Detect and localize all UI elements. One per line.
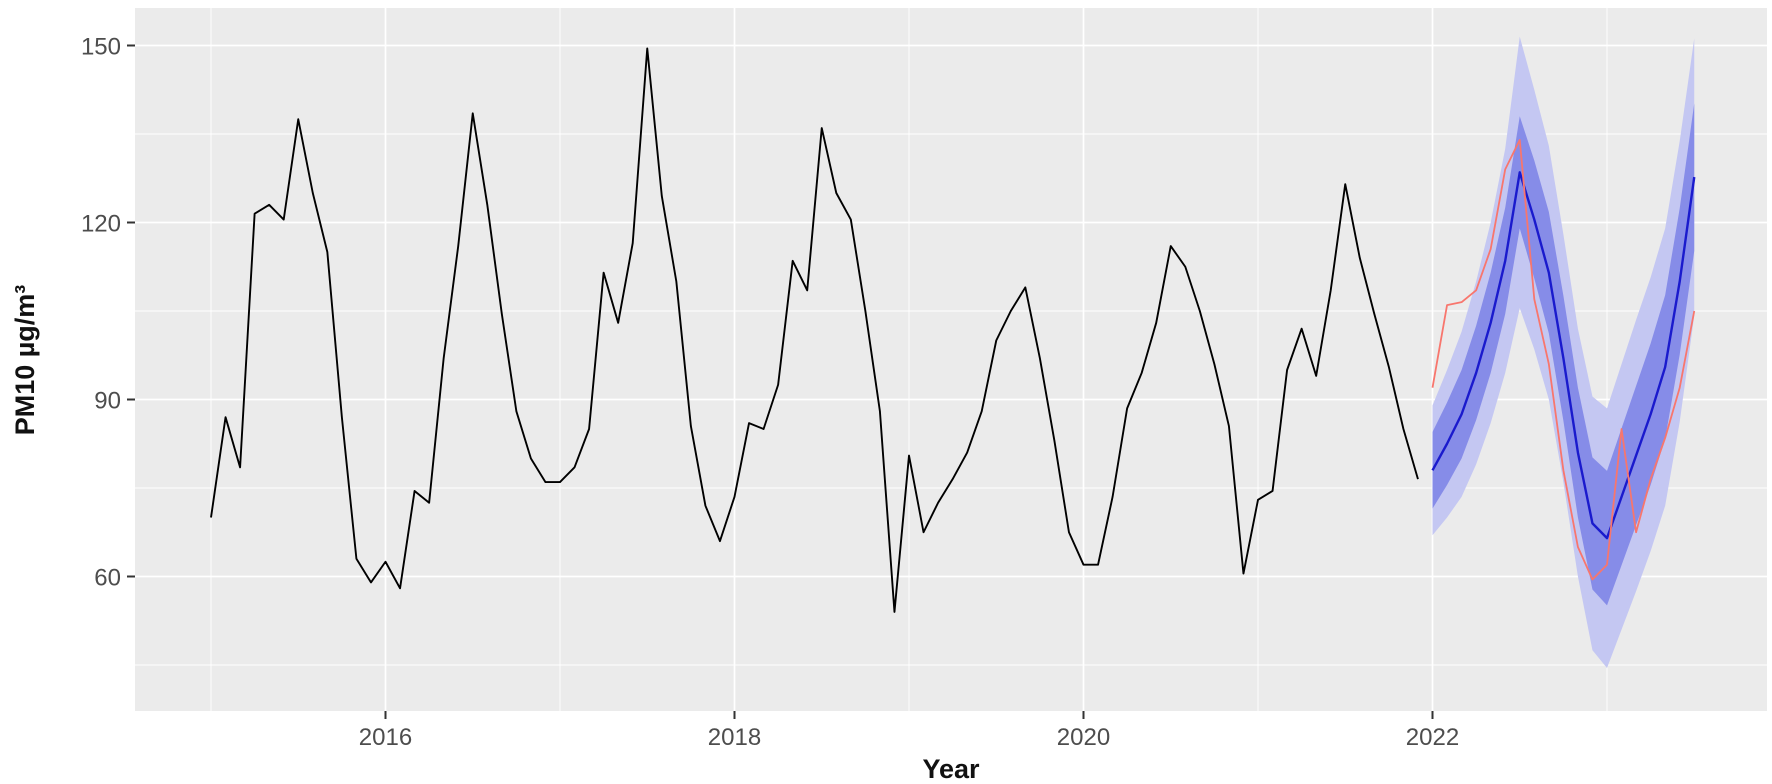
y-tick-label: 90 [94,388,121,415]
x-tick-label: 2018 [708,724,761,751]
y-tick-label: 60 [94,565,121,592]
y-tick-label: 150 [81,34,121,61]
observed-line [210,47,1419,613]
y-axis-title: PM10 µg/m³ [10,285,40,436]
generated-plot-layers: 2016 2018 2020 2022 150 120 90 60 [81,8,1767,751]
x-tick-label: 2016 [359,724,412,751]
x-axis-title: Year [922,754,980,784]
x-tick-label: 2022 [1406,724,1459,751]
forecast-mean-line [1431,171,1696,540]
x-tick-label: 2020 [1057,724,1110,751]
y-tick-label: 120 [81,211,121,238]
actual-2022-line [1431,138,1696,581]
